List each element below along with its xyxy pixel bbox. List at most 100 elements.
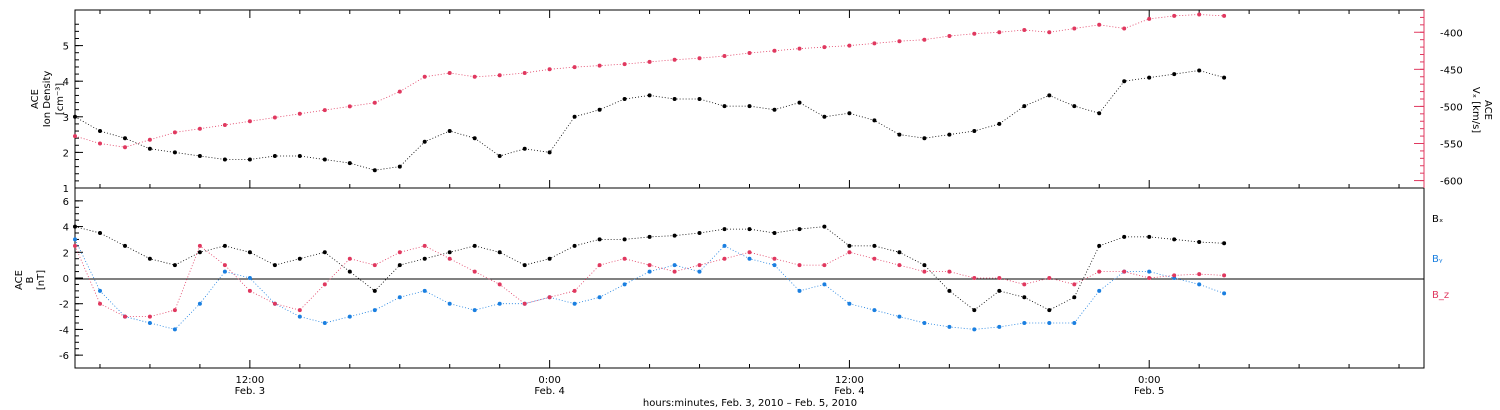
by-point <box>722 243 727 248</box>
bx-point <box>297 256 302 261</box>
bx-point <box>472 243 477 248</box>
bz-point <box>622 256 627 261</box>
density-point <box>522 146 527 151</box>
bx-point <box>1097 243 1102 248</box>
bx-point <box>1122 234 1127 239</box>
bz-point <box>472 269 477 274</box>
bx-point <box>1197 240 1202 244</box>
vx-point <box>247 119 252 124</box>
vx-point <box>397 89 402 94</box>
x-tick-label-time: 0:00 <box>538 375 560 386</box>
bx-point <box>622 237 627 242</box>
b-tick-label: -2 <box>59 300 69 311</box>
vx-point <box>98 141 102 146</box>
vx-point <box>922 37 927 42</box>
bz-point <box>672 269 677 274</box>
vx-point <box>297 111 302 116</box>
by-point <box>497 301 502 306</box>
vx-point <box>972 31 977 36</box>
vx-tick-label: -450 <box>1440 65 1463 76</box>
bz-point <box>1222 273 1227 278</box>
vx-point <box>672 57 677 62</box>
bx-point <box>997 288 1002 293</box>
density-point <box>1197 68 1202 73</box>
vx-point <box>147 137 152 142</box>
density-point <box>472 136 477 141</box>
top-left-axis-label: ACE Ion Density [cm⁻³] <box>30 71 66 128</box>
x-tick-label-date: Feb. 5 <box>1134 386 1164 397</box>
b-tick-label: -4 <box>59 325 69 336</box>
bz-point <box>1122 269 1127 274</box>
density-point <box>697 97 702 101</box>
by-point <box>1222 291 1227 296</box>
bx-point <box>172 263 177 268</box>
bz-point <box>397 250 402 255</box>
bz-point <box>1047 276 1052 280</box>
density-point <box>897 132 902 137</box>
bz-point <box>147 314 152 319</box>
top-right-label-line2: Vₓ [km/s] <box>1470 87 1481 133</box>
bz-point <box>98 301 102 306</box>
by-point <box>872 308 877 313</box>
vx-point <box>197 126 202 131</box>
vx-point <box>747 51 752 55</box>
vx-point <box>172 130 177 135</box>
vx-point <box>847 43 852 48</box>
bx-point <box>98 231 102 235</box>
top-right-label-line1: ACE <box>1482 100 1493 120</box>
bx-point <box>572 243 577 248</box>
density-point <box>247 157 252 162</box>
by-point <box>1022 321 1027 325</box>
vx-point <box>772 48 777 53</box>
b-tick-label: 0 <box>63 274 69 285</box>
density-point <box>297 154 302 158</box>
bz-point <box>1022 282 1027 287</box>
by-point <box>572 301 577 306</box>
by-point <box>347 314 352 319</box>
bottom-panel-frame <box>74 187 1425 369</box>
by-point <box>622 282 627 287</box>
vx-point <box>1047 30 1052 35</box>
by-point <box>422 288 427 293</box>
bx-point <box>123 243 127 248</box>
vx-point <box>1122 26 1127 31</box>
density-point <box>1122 79 1127 84</box>
x-tick-label-date: Feb. 4 <box>834 386 864 397</box>
bz-point <box>597 263 602 268</box>
b-tick-label: 4 <box>63 223 69 234</box>
bx-point <box>222 243 227 248</box>
bottom-left-label-line1: ACE <box>14 270 25 290</box>
bx-point <box>1172 237 1177 242</box>
vx-point <box>572 65 577 70</box>
x-tick-label-time: 0:00 <box>1138 375 1160 386</box>
density-point <box>647 93 652 98</box>
by-point <box>772 263 777 268</box>
vx-tick-label: -500 <box>1440 102 1463 113</box>
legend-by: Bᵧ <box>1432 254 1443 265</box>
bx-point <box>272 263 277 268</box>
vx-point <box>822 45 827 50</box>
bottom-left-label-line3: [nT] <box>36 270 47 290</box>
by-point <box>372 308 377 313</box>
density-point <box>847 111 852 116</box>
by-point <box>672 263 677 268</box>
by-point-trace <box>74 239 1225 330</box>
legend-bz: B_z <box>1432 290 1449 301</box>
vx-point <box>1147 16 1152 21</box>
bz-point-trace <box>74 245 1225 318</box>
vx-point <box>472 74 477 79</box>
vx-point <box>697 56 702 61</box>
top-left-label-line1: ACE <box>30 89 41 109</box>
by-point <box>847 301 852 306</box>
b-tick-label: -6 <box>59 351 69 362</box>
vx-point <box>372 100 377 105</box>
bx-point <box>1047 308 1052 313</box>
top-left-label-line2: Ion Density <box>42 71 53 128</box>
bz-point <box>847 250 852 255</box>
by-point <box>397 295 402 300</box>
bottom-left-label-line2: B <box>25 276 36 283</box>
bz-point <box>1097 269 1102 274</box>
top-panel-frame <box>74 9 1425 189</box>
bx-point <box>522 263 527 268</box>
